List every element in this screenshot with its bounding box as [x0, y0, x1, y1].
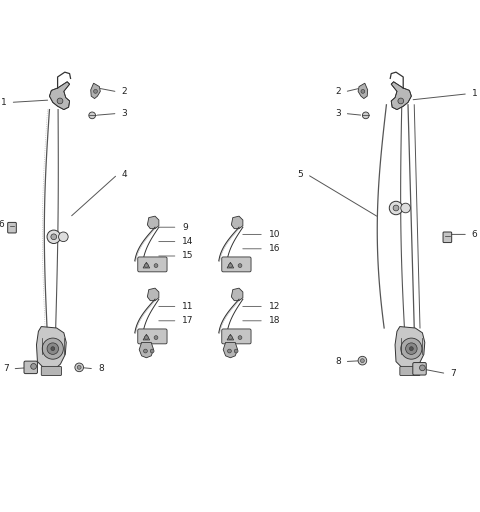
- Circle shape: [77, 366, 81, 369]
- FancyBboxPatch shape: [24, 361, 37, 374]
- Text: 17: 17: [182, 316, 194, 325]
- Polygon shape: [227, 334, 234, 340]
- Text: 16: 16: [269, 244, 280, 253]
- Text: 6: 6: [0, 220, 4, 229]
- Circle shape: [154, 264, 158, 267]
- Circle shape: [89, 112, 96, 119]
- FancyBboxPatch shape: [8, 222, 16, 233]
- Text: 12: 12: [269, 302, 280, 311]
- Circle shape: [51, 234, 57, 240]
- Circle shape: [144, 264, 148, 267]
- Circle shape: [228, 336, 232, 339]
- FancyBboxPatch shape: [222, 257, 251, 272]
- Circle shape: [144, 349, 147, 353]
- Polygon shape: [143, 334, 150, 340]
- FancyBboxPatch shape: [443, 232, 452, 243]
- Circle shape: [47, 343, 59, 354]
- Circle shape: [94, 90, 97, 93]
- Circle shape: [150, 349, 154, 353]
- Text: 1: 1: [1, 98, 7, 107]
- Text: 2: 2: [121, 88, 127, 96]
- Circle shape: [51, 347, 55, 351]
- Circle shape: [401, 338, 422, 359]
- Circle shape: [57, 98, 63, 104]
- Circle shape: [361, 90, 365, 93]
- Text: 4: 4: [121, 170, 127, 179]
- Circle shape: [154, 336, 158, 339]
- Polygon shape: [227, 262, 234, 268]
- Polygon shape: [395, 327, 425, 370]
- Text: 8: 8: [98, 365, 104, 373]
- Circle shape: [228, 264, 232, 267]
- Circle shape: [238, 264, 242, 267]
- FancyBboxPatch shape: [41, 367, 61, 375]
- Polygon shape: [231, 288, 243, 301]
- Polygon shape: [139, 343, 154, 358]
- Circle shape: [420, 365, 425, 371]
- Circle shape: [398, 98, 404, 104]
- Circle shape: [31, 364, 36, 369]
- Circle shape: [409, 347, 413, 351]
- Circle shape: [228, 349, 231, 353]
- FancyBboxPatch shape: [400, 367, 420, 375]
- Text: 8: 8: [335, 357, 341, 366]
- Polygon shape: [391, 82, 411, 110]
- FancyBboxPatch shape: [413, 362, 426, 375]
- Text: 7: 7: [3, 365, 9, 373]
- Circle shape: [360, 359, 364, 362]
- FancyBboxPatch shape: [138, 329, 167, 344]
- Circle shape: [401, 203, 410, 213]
- Polygon shape: [231, 216, 243, 229]
- Text: 9: 9: [182, 223, 188, 232]
- Text: 3: 3: [121, 109, 127, 118]
- Text: 18: 18: [269, 316, 280, 325]
- Circle shape: [358, 356, 367, 365]
- Text: 5: 5: [298, 170, 303, 179]
- Circle shape: [389, 201, 403, 215]
- Polygon shape: [91, 83, 100, 98]
- Polygon shape: [358, 83, 368, 98]
- Polygon shape: [143, 262, 150, 268]
- Polygon shape: [223, 343, 238, 358]
- FancyBboxPatch shape: [222, 329, 251, 344]
- Polygon shape: [147, 288, 159, 301]
- Polygon shape: [36, 327, 66, 370]
- Circle shape: [144, 336, 148, 339]
- Circle shape: [59, 232, 68, 242]
- Circle shape: [42, 338, 63, 359]
- Text: 11: 11: [182, 302, 194, 311]
- Text: 15: 15: [182, 251, 194, 261]
- FancyBboxPatch shape: [138, 257, 167, 272]
- Circle shape: [234, 349, 238, 353]
- Text: 10: 10: [269, 230, 280, 239]
- Text: 3: 3: [335, 109, 341, 118]
- Circle shape: [75, 363, 84, 372]
- Circle shape: [393, 205, 399, 211]
- Circle shape: [406, 343, 417, 354]
- Polygon shape: [49, 82, 70, 110]
- Text: 6: 6: [472, 230, 478, 239]
- Text: 2: 2: [335, 88, 341, 96]
- Circle shape: [47, 230, 60, 244]
- Text: 7: 7: [450, 369, 456, 378]
- Polygon shape: [147, 216, 159, 229]
- Text: 1: 1: [472, 89, 478, 98]
- Circle shape: [238, 336, 242, 339]
- Text: 14: 14: [182, 237, 194, 246]
- Circle shape: [362, 112, 369, 119]
